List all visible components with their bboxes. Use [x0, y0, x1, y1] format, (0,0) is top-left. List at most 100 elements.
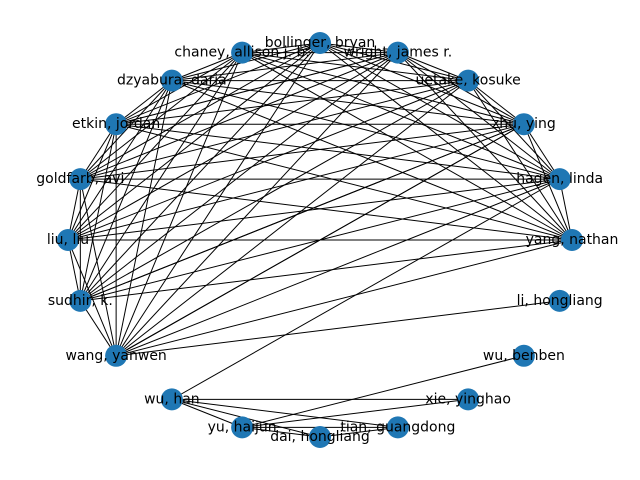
- node-tian: [386, 416, 409, 439]
- node-yang: [561, 229, 583, 251]
- edge-wright-liu: [67, 52, 399, 241]
- node-zhu: [512, 113, 535, 136]
- edge-liu-chaney: [67, 52, 243, 241]
- node-label-wubenben: wu, benben: [483, 348, 565, 364]
- edge-bollinger-chaney: [242, 42, 321, 54]
- node-chaney: [231, 41, 254, 64]
- edge-wang-lihong: [116, 300, 560, 357]
- node-label-dzyabura: dzyabura, daria: [117, 73, 227, 89]
- node-label-zhu: zhu, ying: [492, 116, 556, 132]
- edge-yang-sudhir: [80, 239, 573, 302]
- edge-yang-chaney: [241, 52, 573, 241]
- node-label-hagen: hagen, linda: [516, 171, 603, 187]
- node-label-wuhan: wu, han: [144, 391, 200, 407]
- node-wuhan: [160, 388, 183, 411]
- edge-uetake-etkin: [116, 80, 469, 125]
- edge-zhu-dzyabura: [171, 80, 524, 125]
- edge-wright-hagen: [397, 52, 560, 180]
- edge-zhu-chaney: [242, 52, 524, 125]
- node-label-goldfarb: goldfarb, avi: [36, 171, 124, 187]
- node-hagen: [548, 168, 571, 191]
- edge-etkin-dzyabura: [115, 80, 173, 125]
- node-label-tian: tian, guangdong: [340, 419, 455, 435]
- edge-bollinger-liu: [67, 42, 321, 241]
- edge-liu-etkin: [67, 124, 117, 241]
- node-goldfarb: [69, 168, 92, 191]
- node-wang: [105, 344, 128, 367]
- node-label-etkin: etkin, jordan: [72, 116, 160, 132]
- edge-layer: [67, 42, 573, 438]
- edge-bollinger-etkin: [115, 42, 321, 125]
- edge-wang-goldfarb: [79, 179, 117, 356]
- edge-yang-goldfarb: [80, 178, 573, 241]
- edge-bollinger-yang: [319, 42, 573, 241]
- node-label-wright: wright, james r.: [344, 45, 453, 61]
- node-lihong: [548, 289, 571, 312]
- edge-uetake-yang: [467, 80, 573, 241]
- edge-yang-wang: [116, 239, 573, 357]
- edge-yu-xie: [242, 398, 469, 428]
- edge-goldfarb-dzyabura: [79, 80, 173, 180]
- node-label-liu: liu, liu: [47, 232, 89, 248]
- edge-wuhan-yu: [171, 398, 243, 428]
- edge-bollinger-sudhir: [79, 42, 321, 302]
- node-xie: [457, 388, 480, 411]
- edge-sudhir-dzyabura: [79, 80, 173, 302]
- node-label-xie: xie, yinghao: [425, 391, 511, 407]
- edge-hagen-liu: [67, 178, 560, 241]
- node-yu: [231, 416, 254, 439]
- edge-bollinger-goldfarb: [80, 42, 321, 180]
- edge-uetake-zhu: [467, 80, 525, 125]
- node-liu: [57, 229, 79, 251]
- node-label-chaney: chaney, allison j. b.: [174, 45, 309, 61]
- node-label-yang: yang, nathan: [526, 232, 619, 248]
- edge-sudhir-etkin: [79, 124, 117, 301]
- edge-hagen-chaney: [241, 52, 560, 180]
- edge-goldfarb-chaney: [80, 52, 243, 180]
- edge-bollinger-hagen: [319, 42, 560, 180]
- edge-uetake-goldfarb: [80, 80, 469, 180]
- node-layer: [57, 32, 583, 448]
- edge-wuhan-hagen: [171, 178, 560, 400]
- node-dzyabura: [160, 69, 183, 92]
- node-label-uetake: uetake, kosuke: [415, 73, 520, 89]
- edge-yang-etkin: [116, 123, 573, 241]
- edge-wright-sudhir: [80, 52, 399, 302]
- node-label-dai: dai, hongliang: [270, 429, 370, 445]
- edge-uetake-liu: [67, 80, 469, 241]
- node-label-sudhir: sudhir, k.: [48, 293, 113, 309]
- edge-wright-goldfarb: [80, 52, 399, 180]
- edge-uetake-chaney: [242, 52, 469, 82]
- edge-wang-dzyabura: [115, 80, 173, 356]
- edge-zhu-liu: [67, 123, 524, 241]
- node-label-yu: yu, haijun: [208, 419, 277, 435]
- edge-bollinger-zhu: [319, 42, 525, 125]
- node-dai: [309, 426, 331, 448]
- edge-liu-dzyabura: [67, 80, 173, 241]
- node-label-lihong: li, hongliang: [517, 293, 603, 309]
- node-uetake: [457, 69, 480, 92]
- node-label-wang: wang, yanwen: [65, 348, 166, 364]
- node-wright: [386, 41, 409, 64]
- edge-yang-dzyabura: [171, 80, 573, 241]
- node-etkin: [105, 113, 128, 136]
- edge-dzyabura-chaney: [171, 52, 243, 82]
- edge-sudhir-zhu: [80, 123, 525, 302]
- node-sudhir: [69, 289, 92, 312]
- edge-dai-tian: [319, 426, 398, 438]
- edge-bollinger-wright: [319, 42, 398, 54]
- edge-yu-wubenben: [242, 355, 524, 428]
- edge-wright-etkin: [116, 52, 398, 125]
- edge-yu-dai: [242, 426, 321, 438]
- edge-wang-liu: [67, 239, 117, 356]
- edge-hagen-wang: [115, 178, 560, 357]
- node-bollinger: [309, 32, 331, 54]
- edge-wang-chaney: [115, 52, 243, 356]
- edge-hagen-dzyabura: [171, 80, 560, 180]
- edge-sudhir-chaney: [79, 52, 243, 302]
- edge-wright-dzyabura: [171, 52, 398, 82]
- node-wubenben: [512, 344, 535, 367]
- edge-wright-uetake: [397, 52, 469, 82]
